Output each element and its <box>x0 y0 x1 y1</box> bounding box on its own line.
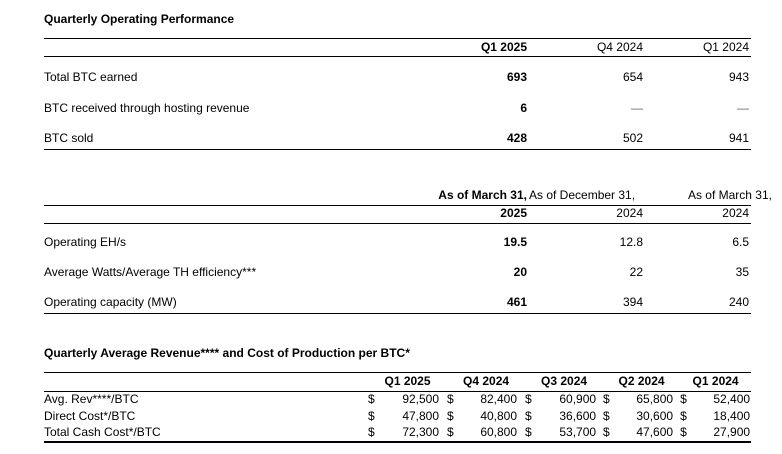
table1-column-header: Q4 2024 <box>529 38 645 57</box>
table2-header-spacer <box>44 205 426 224</box>
cell-value: 27,900 <box>690 425 752 443</box>
row-label: BTC sold <box>44 118 426 150</box>
cell-value: 693 <box>506 69 527 84</box>
table3-row-total-cash-cost: Total Cash Cost*/BTC $ 72,300 $ 60,800 $… <box>44 425 752 443</box>
cell-value: 82,400 <box>480 392 518 406</box>
row-label: Average Watts/Average TH efficiency*** <box>44 265 257 279</box>
revenue-cost-per-btc-table: Q1 2025 Q4 2024 Q3 2024 Q2 2024 Q1 2024 … <box>44 371 752 443</box>
dollar-sign: $ <box>447 392 454 406</box>
table2-header-spacer <box>44 187 426 206</box>
cell-value: 72,300 <box>378 425 448 443</box>
table1-row-btc-sold: BTC sold 428 502 941 <box>44 118 751 150</box>
table3-column-header: Q1 2025 <box>368 371 448 392</box>
table1-header-spacer <box>44 38 426 57</box>
dollar-sign: $ <box>680 425 691 443</box>
cell-value: 65,800 <box>636 392 674 406</box>
document-content: Quarterly Operating Performance Q1 2025 … <box>44 12 772 443</box>
row-label: Total BTC earned <box>44 69 138 84</box>
section3-title: Quarterly Average Revenue**** and Cost o… <box>44 345 410 360</box>
table1-column-header: Q1 2024 <box>645 38 751 57</box>
table2-column-header: As of March 31, <box>645 187 772 206</box>
table2-row-operating-capacity: Operating capacity (MW) 461 394 240 <box>44 283 751 314</box>
dollar-sign: $ <box>603 425 614 443</box>
cell-value: — <box>631 100 643 115</box>
row-label: BTC received through hosting revenue <box>44 100 250 115</box>
table2-header-row-dates: As of March 31, As of December 31, As of… <box>44 187 772 206</box>
row-label: Avg. Rev****/BTC <box>44 392 139 406</box>
dollar-sign: $ <box>680 392 687 406</box>
table3-column-header: Q4 2024 <box>447 371 526 392</box>
cell-value: 47,600 <box>613 425 681 443</box>
table3-column-header: Q1 2024 <box>680 371 752 392</box>
table2-column-header: 2025 <box>426 205 529 224</box>
cell-value: 654 <box>622 69 643 84</box>
cell-value: 6.5 <box>732 235 749 249</box>
cell-value: 19.5 <box>503 235 527 249</box>
cell-value: 22 <box>629 265 643 279</box>
row-label: Operating EH/s <box>44 235 127 249</box>
cell-value: 240 <box>645 283 751 314</box>
table2-row-operating-ehs: Operating EH/s 19.5 12.8 6.5 <box>44 223 751 253</box>
dollar-sign: $ <box>603 409 610 423</box>
cell-value: 92,500 <box>402 392 440 406</box>
operational-metrics-table: As of March 31, As of December 31, As of… <box>44 187 772 314</box>
table2-column-header-text: As of March 31, <box>687 187 772 202</box>
cell-value: 36,600 <box>559 409 597 423</box>
dollar-sign: $ <box>447 425 458 443</box>
cell-value: 12.8 <box>619 235 643 249</box>
cell-value: 941 <box>645 118 751 150</box>
table3-column-header: Q2 2024 <box>603 371 681 392</box>
table2-row-watts-per-th: Average Watts/Average TH efficiency*** 2… <box>44 253 751 283</box>
table1-row-btc-hosting-revenue: BTC received through hosting revenue 6 —… <box>44 88 751 119</box>
row-label: Operating capacity (MW) <box>44 283 426 314</box>
dollar-sign: $ <box>447 409 454 423</box>
dollar-sign: $ <box>525 425 536 443</box>
table3-header-spacer <box>44 371 368 392</box>
table2-header-row-years: 2025 2024 2024 <box>44 205 751 224</box>
cell-value: 18,400 <box>713 409 751 423</box>
table1-column-header: Q1 2025 <box>426 38 529 57</box>
cell-value: — <box>737 100 749 115</box>
dollar-sign: $ <box>368 409 375 423</box>
table3-row-avg-rev: Avg. Rev****/BTC $ 92,500 $ 82,400 $ 60,… <box>44 391 751 408</box>
dollar-sign: $ <box>603 392 610 406</box>
table2-column-header: 2024 <box>645 205 751 224</box>
table3-header-row: Q1 2025 Q4 2024 Q3 2024 Q2 2024 Q1 2024 <box>44 371 752 392</box>
cell-value: 943 <box>728 69 749 84</box>
dollar-sign: $ <box>525 409 532 423</box>
cell-value: 53,700 <box>535 425 604 443</box>
dollar-sign: $ <box>680 409 687 423</box>
table1-row-total-btc-earned: Total BTC earned 693 654 943 <box>44 57 751 88</box>
table2-column-header: As of December 31, <box>529 187 645 206</box>
table3-column-header: Q3 2024 <box>525 371 604 392</box>
cell-value: 461 <box>426 283 529 314</box>
cell-value: 60,800 <box>457 425 526 443</box>
cell-value: 502 <box>529 118 645 150</box>
cell-value: 52,400 <box>713 392 751 406</box>
cell-value: 6 <box>520 100 527 115</box>
cell-value: 47,800 <box>402 409 440 423</box>
dollar-sign: $ <box>525 392 532 406</box>
row-label: Direct Cost*/BTC <box>44 409 136 423</box>
cell-value: 394 <box>529 283 645 314</box>
cell-value: 30,600 <box>636 409 674 423</box>
cell-value: 60,900 <box>559 392 597 406</box>
table2-column-header: As of March 31, <box>426 187 529 206</box>
table3-row-direct-cost: Direct Cost*/BTC $ 47,800 $ 40,800 $ 36,… <box>44 408 751 425</box>
quarterly-operating-performance-table: Q1 2025 Q4 2024 Q1 2024 Total BTC earned… <box>44 38 751 150</box>
dollar-sign: $ <box>368 392 375 406</box>
cell-value: 40,800 <box>480 409 518 423</box>
table2-column-header: 2024 <box>529 205 645 224</box>
section1-title: Quarterly Operating Performance <box>44 12 235 26</box>
table1-header-row: Q1 2025 Q4 2024 Q1 2024 <box>44 38 751 57</box>
cell-value: 20 <box>513 265 527 279</box>
row-label: Total Cash Cost*/BTC <box>44 425 368 443</box>
cell-value: 428 <box>426 118 529 150</box>
dollar-sign: $ <box>368 425 378 443</box>
cell-value: 35 <box>735 265 749 279</box>
